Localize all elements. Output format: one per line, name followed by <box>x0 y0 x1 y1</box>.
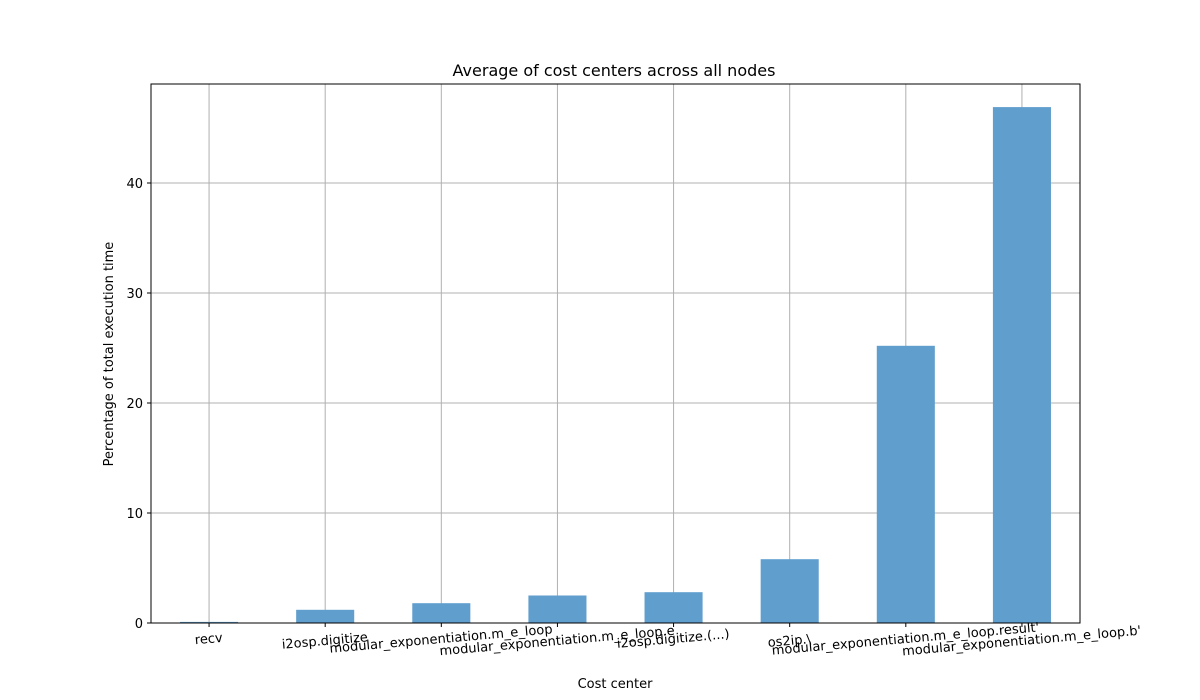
bars <box>180 107 1051 624</box>
bar <box>876 345 935 623</box>
bar <box>412 603 471 623</box>
bar <box>528 595 587 623</box>
y-tick-label: 20 <box>126 397 143 412</box>
y-tick-label: 0 <box>135 617 143 632</box>
y-tick-label: 10 <box>126 507 143 522</box>
y-tick-label: 40 <box>126 177 143 192</box>
chart-title: Average of cost centers across all nodes <box>453 61 776 80</box>
bar <box>992 107 1051 624</box>
bar <box>180 621 239 623</box>
y-axis-label: Percentage of total execution time <box>102 242 117 467</box>
y-tick-label: 30 <box>126 287 143 302</box>
x-tick-label: recv <box>194 631 223 648</box>
y-axis-ticks: 0 10 20 30 40 <box>126 177 151 632</box>
bar <box>760 559 819 623</box>
plot-frame <box>150 83 1081 624</box>
x-tick-label: os2ip.\ <box>767 632 812 651</box>
bar <box>644 592 703 623</box>
x-axis-label: Cost center <box>578 677 654 692</box>
x-tick-label: i2osp.digitize <box>281 630 368 652</box>
grid-lines <box>151 84 1080 624</box>
bar <box>296 609 355 623</box>
x-axis-ticks: recv i2osp.digitizemodular_exponentiation… <box>194 620 1142 659</box>
